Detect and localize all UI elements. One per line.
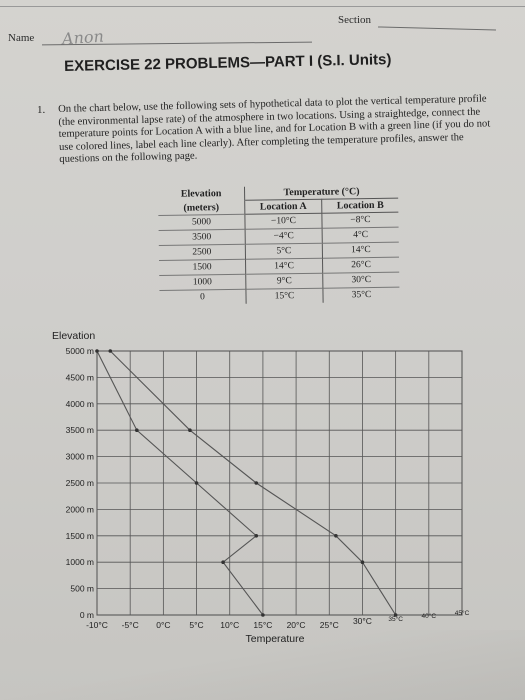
x-tick-label: 0°C bbox=[156, 620, 170, 630]
y-tick-label: 4500 m bbox=[66, 372, 94, 382]
data-point bbox=[135, 428, 139, 433]
x-tick-label: 35°C bbox=[388, 615, 403, 623]
chart-labels: 5000 m 4500 m 4000 m 3500 m 3000 m 2500 m 2000… bbox=[52, 330, 470, 645]
x-tick-label: 30°C bbox=[353, 616, 372, 626]
data-point bbox=[188, 428, 192, 433]
top-edge-rule bbox=[0, 6, 525, 7]
chart-lines bbox=[95, 349, 398, 617]
x-axis-title: Temperature bbox=[246, 633, 305, 645]
x-tick-label: 10°C bbox=[220, 620, 239, 630]
data-point bbox=[360, 560, 365, 564]
y-tick-label: 2000 m bbox=[66, 504, 94, 514]
y-tick-label: 1000 m bbox=[66, 557, 94, 567]
data-point bbox=[334, 534, 338, 538]
y-tick-label: 0 m bbox=[80, 610, 94, 620]
y-tick-label: 1500 m bbox=[66, 531, 94, 541]
location-b-profile-line bbox=[109, 350, 397, 616]
data-point bbox=[108, 349, 113, 353]
question-number: 1. bbox=[37, 104, 46, 116]
y-tick-label: 500 m bbox=[70, 584, 94, 594]
y-tick-label: 5000 m bbox=[66, 346, 94, 356]
x-tick-label: 45°C bbox=[455, 609, 470, 617]
y-tick-label: 3500 m bbox=[66, 425, 94, 435]
x-tick-label: -10°C bbox=[86, 620, 108, 630]
y-tick-label: 4000 m bbox=[66, 399, 94, 409]
x-tick-label: 15°C bbox=[253, 620, 272, 630]
data-point bbox=[261, 613, 265, 617]
page-shadow bbox=[0, 630, 525, 700]
name-label: Name bbox=[8, 32, 35, 44]
section-label: Section bbox=[338, 14, 371, 26]
y-axis-title: Elevation bbox=[52, 330, 95, 342]
x-tick-label: 25°C bbox=[320, 620, 339, 630]
data-point bbox=[254, 534, 259, 538]
data-point bbox=[254, 481, 259, 485]
data-point bbox=[194, 481, 199, 485]
y-tick-label: 2500 m bbox=[66, 478, 94, 488]
data-point bbox=[95, 349, 99, 353]
location-a-profile-line bbox=[96, 350, 264, 616]
x-tick-label: 20°C bbox=[287, 620, 306, 630]
x-tick-label: 5°C bbox=[189, 620, 203, 630]
x-tick-label: -5°C bbox=[122, 620, 139, 630]
data-point bbox=[221, 560, 225, 564]
y-tick-label: 3000 m bbox=[66, 452, 94, 462]
chart-grid bbox=[96, 350, 463, 616]
data-point bbox=[393, 613, 398, 617]
x-tick-label: 40°C bbox=[422, 612, 437, 620]
